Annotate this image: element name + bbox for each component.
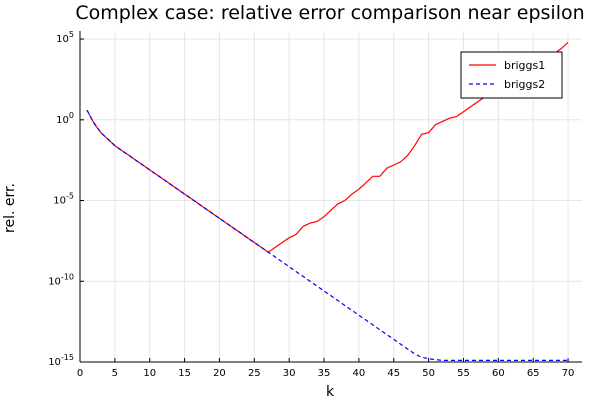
y-axis-label: rel. err.: [2, 183, 18, 233]
x-tick-label: 35: [318, 368, 331, 379]
series-line-briggs2: [86, 109, 569, 361]
legend-box: [460, 51, 563, 99]
legend-label-briggs2: briggs2: [504, 78, 545, 91]
x-axis-label: k: [326, 384, 335, 400]
x-tick-label: 10: [143, 368, 156, 379]
legend-label-briggs1: briggs1: [504, 59, 545, 72]
x-tick-label: 30: [283, 368, 296, 379]
x-tick-label: 5: [112, 368, 118, 379]
x-tick-label: 40: [353, 368, 366, 379]
y-tick-label: 10-5: [53, 192, 74, 207]
x-tick-label: 65: [527, 368, 540, 379]
legend: briggs1 briggs2: [460, 51, 563, 99]
x-tick-label: 70: [562, 368, 575, 379]
x-tick-label: 60: [492, 368, 505, 379]
y-tick-label: 105: [56, 30, 74, 45]
x-tick-label: 50: [422, 368, 435, 379]
chart-title: Complex case: relative error comparison …: [75, 2, 584, 24]
y-tick-label: 10-15: [48, 353, 74, 368]
x-tick-label: 25: [248, 368, 261, 379]
axes: [79, 31, 582, 363]
x-tick-label: 45: [387, 368, 400, 379]
y-tick-label: 10-10: [48, 272, 74, 287]
tick-labels: 0 5 10 15 20 25 30 35 40 45 50 55 60 65 70 105 100 10-5 10…: [48, 30, 574, 379]
x-tick-label: 55: [457, 368, 470, 379]
x-tick-label: 0: [77, 368, 83, 379]
x-tick-label: 20: [213, 368, 226, 379]
x-tick-label: 15: [178, 368, 191, 379]
y-tick-label: 100: [56, 111, 74, 126]
